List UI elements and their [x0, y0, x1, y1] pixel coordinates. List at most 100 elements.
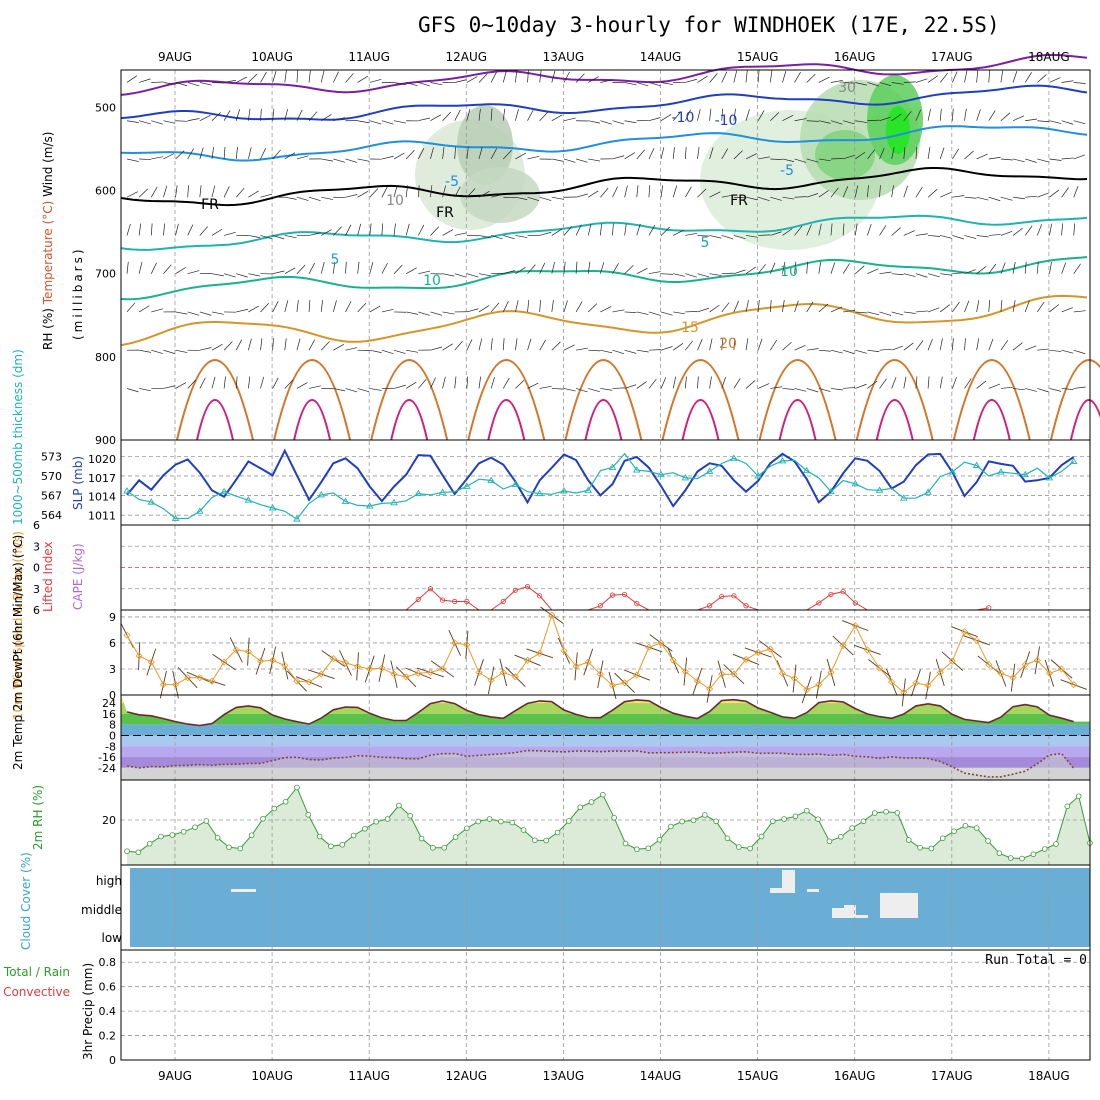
- upper-wind-barb: [721, 194, 734, 198]
- rh-point: [486, 816, 493, 822]
- upper-wind-barb: [624, 223, 627, 236]
- upper-wind-barb: [648, 117, 661, 122]
- fill-layer: [121, 75, 1090, 947]
- upper-wind-barb: [308, 70, 311, 83]
- surface-heat-contour: [778, 399, 817, 441]
- upper-wind-barb: [333, 117, 346, 122]
- upper-wind-barb: [769, 70, 773, 83]
- precip-tick-label: 0.8: [99, 956, 117, 969]
- upper-wind-barb: [308, 262, 315, 274]
- wind-speed-line: [126, 613, 1075, 694]
- upper-wind-barb: [757, 264, 766, 274]
- surface-heat-contour: [661, 359, 740, 441]
- upper-wind-barb: [454, 186, 461, 198]
- upper-wind-barb: [988, 338, 994, 351]
- upper-wind-barb: [745, 235, 758, 238]
- upper-wind-barb: [988, 196, 1001, 202]
- upper-wind-barb: [150, 186, 158, 198]
- cloud-cover-background: [130, 868, 1090, 947]
- surface-heat-contour: [467, 359, 546, 441]
- upper-wind-barb: [757, 338, 763, 351]
- thickness-point: [487, 476, 495, 483]
- upper-wind-barb: [248, 305, 259, 313]
- upper-wind-barb: [236, 76, 248, 83]
- upper-wind-barb: [1037, 348, 1050, 351]
- lifted-index-point: [597, 603, 603, 609]
- upper-wind-barb: [927, 376, 930, 389]
- upper-wind-barb: [332, 300, 337, 313]
- rh-axis-title: 2m RH (%): [31, 785, 45, 850]
- rh-point: [724, 835, 731, 842]
- upper-wind-barb: [381, 155, 394, 160]
- upper-wind-barb: [199, 377, 206, 389]
- upper-wind-barb: [308, 299, 311, 312]
- upper-wind-barb: [1049, 349, 1062, 352]
- surface-heat-contour: [196, 399, 234, 441]
- upper-wind-barb: [648, 378, 657, 389]
- upper-wind-barb: [442, 311, 455, 315]
- upper-wind-barb: [369, 120, 382, 125]
- upper-wind-barb: [357, 120, 370, 124]
- date-label-top: 14AUG: [640, 50, 682, 64]
- upper-wind-barb: [1000, 112, 1011, 121]
- contour-label: -5: [445, 174, 459, 190]
- wind-speed-point: [439, 665, 447, 673]
- temperature-contour: [120, 214, 1088, 251]
- slp-tick-label: 1017: [88, 472, 116, 485]
- temperature-tick-label: -24: [98, 762, 116, 775]
- wind-speed-point: [790, 674, 799, 683]
- wind-speed-point: [815, 681, 823, 689]
- upper-wind-barb: [697, 108, 701, 121]
- upper-wind-barb: [685, 340, 694, 351]
- upper-wind-barb: [175, 82, 188, 87]
- upper-wind-barb: [685, 311, 698, 313]
- upper-wind-barb: [126, 158, 139, 162]
- upper-wind-barb: [818, 303, 829, 313]
- upper-wind-barb: [442, 273, 455, 277]
- thickness-point: [196, 507, 204, 514]
- upper-wind-barb: [357, 158, 370, 162]
- upper-wind-barb: [721, 235, 734, 240]
- temperature-contour: [120, 294, 1088, 347]
- upper-wind-barb: [745, 266, 757, 274]
- upper-wind-barb: [199, 82, 212, 86]
- upper-wind-barb: [952, 377, 957, 389]
- rh-point: [905, 837, 912, 843]
- upper-wind-barb: [405, 381, 417, 389]
- upper-wind-barb: [551, 261, 555, 274]
- upper-wind-barb: [260, 235, 273, 240]
- upper-wind-barb: [903, 230, 915, 236]
- upper-wind-barb: [709, 73, 718, 83]
- upper-wind-barb: [442, 185, 447, 198]
- upper-wind-barb: [406, 82, 418, 87]
- upper-wind-barb: [867, 119, 880, 122]
- upper-wind-barb: [818, 388, 831, 392]
- upper-wind-barb: [867, 185, 869, 198]
- upper-wind-barb: [563, 388, 576, 392]
- upper-wind-barb: [1061, 349, 1074, 354]
- upper-wind-barb: [284, 267, 296, 275]
- upper-wind-barb: [1073, 349, 1086, 355]
- upper-wind-barb: [806, 348, 819, 351]
- thickness-point: [1069, 457, 1078, 465]
- upper-wind-barb: [624, 384, 637, 389]
- panel-frame: [120, 949, 1091, 1061]
- rh-point: [973, 825, 980, 831]
- wind-speed-point: [523, 656, 532, 664]
- upper-wind-barb: [272, 149, 281, 160]
- upper-wind-barb: [758, 156, 771, 160]
- upper-wind-barb: [430, 226, 439, 236]
- thickness-point: [802, 466, 811, 474]
- temperature-contour: [120, 53, 1088, 96]
- cloud-block: [782, 870, 795, 892]
- upper-wind-barb: [551, 70, 556, 83]
- wind-speed-point: [997, 669, 1005, 677]
- upper-wind-barb: [527, 264, 536, 274]
- upper-wind-barb: [430, 311, 443, 316]
- upper-wind-barb: [393, 384, 406, 389]
- precip-tick-label: 0.4: [99, 1005, 117, 1018]
- upper-wind-barb: [794, 388, 807, 392]
- upper-wind-barb: [515, 235, 528, 238]
- upper-wind-barb: [843, 120, 855, 125]
- upper-wind-barb: [697, 147, 700, 160]
